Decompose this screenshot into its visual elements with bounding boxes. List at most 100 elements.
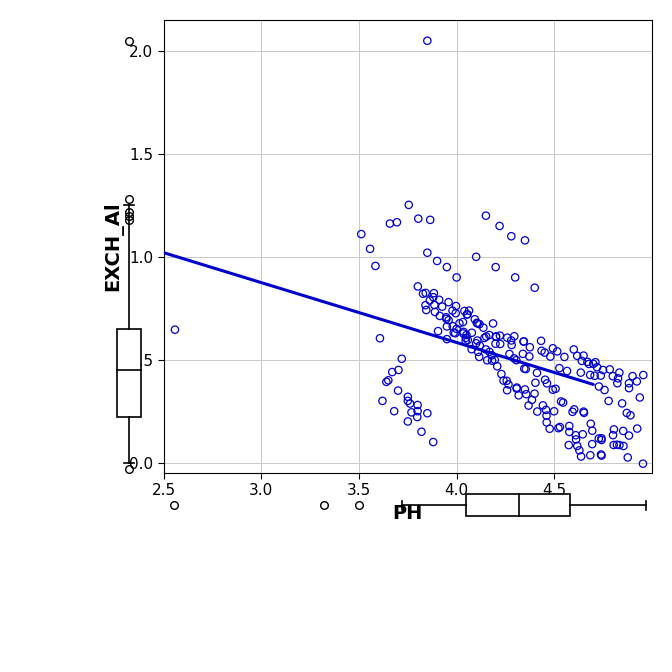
Point <box>405 398 415 409</box>
Point <box>544 423 555 434</box>
Point <box>496 369 507 380</box>
Point <box>550 384 561 394</box>
Point <box>524 351 535 362</box>
Point <box>356 228 367 239</box>
Point <box>577 355 587 366</box>
Point <box>464 305 474 316</box>
Point <box>541 405 552 415</box>
Point <box>624 378 634 388</box>
Point <box>624 430 634 441</box>
Point <box>624 383 634 394</box>
Point <box>612 378 623 388</box>
Point <box>548 384 558 395</box>
Point <box>421 304 431 315</box>
Point <box>403 391 413 402</box>
Point <box>571 434 581 445</box>
Point <box>383 375 394 386</box>
Point <box>617 398 628 409</box>
Point <box>511 382 522 393</box>
Bar <box>466 495 570 516</box>
Point <box>540 347 550 358</box>
Point <box>604 364 615 375</box>
Point <box>491 262 501 273</box>
Point <box>472 318 483 329</box>
Point <box>480 210 491 221</box>
Point <box>536 335 546 346</box>
Point <box>599 384 610 395</box>
Point <box>451 300 462 311</box>
Point <box>460 333 471 343</box>
Point <box>434 294 445 305</box>
Point <box>462 309 472 320</box>
Point <box>509 353 519 364</box>
Point <box>393 365 404 376</box>
Point <box>532 368 542 378</box>
Point <box>595 370 606 381</box>
Point <box>471 251 482 262</box>
Point <box>420 300 431 310</box>
Point <box>365 243 376 254</box>
Point <box>513 390 524 401</box>
Point <box>552 346 562 357</box>
Point <box>519 336 530 347</box>
Point <box>501 376 512 386</box>
Point <box>612 439 622 450</box>
Point <box>482 355 493 366</box>
Point <box>592 362 603 373</box>
Point <box>466 344 477 355</box>
Point <box>609 424 620 435</box>
Point <box>478 323 489 333</box>
Point <box>462 309 473 320</box>
Point <box>428 292 439 302</box>
Point <box>442 262 452 273</box>
X-axis label: PH: PH <box>392 504 423 523</box>
Point <box>541 410 552 421</box>
Point <box>521 389 532 400</box>
Point <box>567 407 578 417</box>
Point <box>492 361 503 372</box>
Point <box>458 327 469 337</box>
Point <box>489 354 500 365</box>
Point <box>634 392 645 403</box>
Point <box>429 288 439 298</box>
Point <box>595 449 606 460</box>
Point <box>494 220 505 231</box>
Point <box>458 328 468 339</box>
Point <box>608 439 619 450</box>
Point <box>448 321 458 331</box>
Point <box>472 347 483 358</box>
Point <box>538 400 548 411</box>
Point <box>169 325 180 335</box>
Point <box>472 335 482 346</box>
Point <box>442 321 452 332</box>
Point <box>576 451 587 462</box>
Point <box>495 339 505 349</box>
Point <box>607 430 618 441</box>
Point <box>506 339 517 350</box>
Point <box>613 373 624 384</box>
Point <box>484 330 495 341</box>
Point <box>498 375 509 386</box>
Point <box>510 272 521 283</box>
Point <box>447 305 458 316</box>
Point <box>536 345 547 356</box>
Point <box>474 351 485 362</box>
Point <box>458 317 468 327</box>
Point <box>638 370 648 380</box>
Point <box>425 214 435 225</box>
Point <box>484 347 495 358</box>
Point <box>588 358 599 369</box>
Point <box>403 396 413 407</box>
Point <box>450 308 461 319</box>
Point <box>627 371 638 382</box>
Point <box>564 427 575 437</box>
Point <box>490 339 501 349</box>
Point <box>587 439 597 450</box>
Point <box>431 255 442 266</box>
Point <box>413 213 423 224</box>
Bar <box>118 329 140 417</box>
Point <box>416 427 427 437</box>
Point <box>474 319 485 329</box>
Point <box>529 388 540 399</box>
Point <box>509 331 519 341</box>
